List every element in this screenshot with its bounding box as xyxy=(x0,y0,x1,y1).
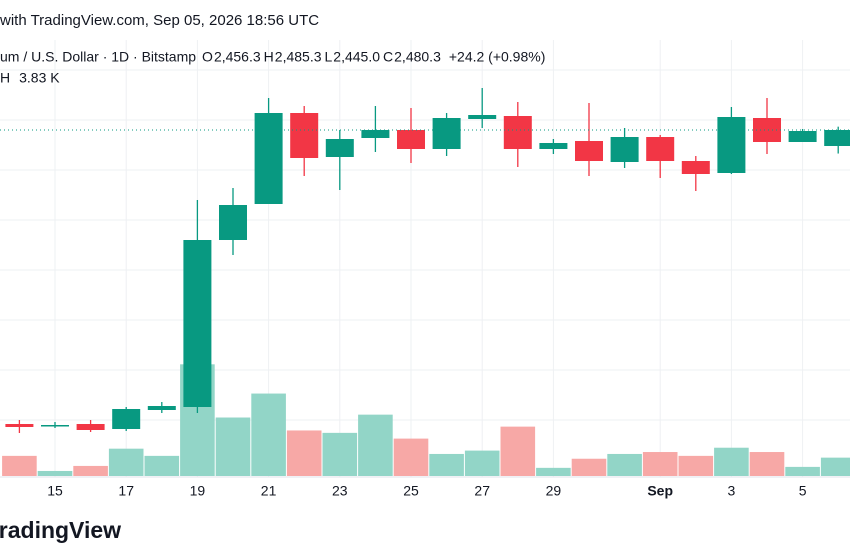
brand: TradingView xyxy=(0,517,121,543)
volume-bar xyxy=(678,455,714,476)
x-tick-label: 21 xyxy=(261,483,277,499)
volume-bar xyxy=(358,414,393,476)
volume-bar xyxy=(607,453,642,476)
volume-bar xyxy=(571,458,607,476)
candle-body xyxy=(432,118,461,149)
volume-bar xyxy=(464,450,500,476)
legend-text: 2,445.0 xyxy=(333,49,380,65)
legend: um / U.S. Dollar · 1D · Bitstamp O 2,456.3… xyxy=(0,49,545,86)
volume-bar xyxy=(785,466,820,476)
candle-body xyxy=(112,409,141,429)
volume-bar xyxy=(144,455,180,476)
volume-bar xyxy=(749,452,785,476)
x-tick-label: 27 xyxy=(474,483,490,499)
candle-body xyxy=(610,137,639,162)
candle-body xyxy=(183,240,212,407)
candle-body xyxy=(717,117,746,173)
volume-bar xyxy=(2,455,37,476)
candle-body xyxy=(397,130,425,149)
volume-bar xyxy=(108,448,144,476)
legend-text: C xyxy=(383,49,393,65)
legend-text: L xyxy=(325,49,333,65)
candle-layer xyxy=(0,88,850,433)
volume-bar xyxy=(500,426,536,476)
candle-body xyxy=(41,425,69,427)
volume-bar xyxy=(393,438,429,476)
candle-body xyxy=(788,131,817,142)
candle-body xyxy=(76,424,105,430)
candle-body xyxy=(539,143,568,149)
volume-bar xyxy=(820,457,850,476)
x-tick-label: 19 xyxy=(190,483,206,499)
volume-bar xyxy=(714,447,749,476)
candle-body xyxy=(575,141,603,161)
legend-text: 2,485.3 xyxy=(275,49,322,65)
volume-bar xyxy=(642,452,678,476)
x-axis: 15 17 19 21 23 25 27 29 Sep 3 5 xyxy=(47,483,806,499)
candle-body xyxy=(681,161,710,174)
x-tick-label: 25 xyxy=(403,483,419,499)
volume-bar xyxy=(322,432,358,476)
candle-body xyxy=(325,139,354,157)
candle-body xyxy=(290,113,319,158)
legend-text: +24.2 (+0.98%) xyxy=(449,49,546,65)
volume-bar xyxy=(73,465,108,476)
x-tick-label: 17 xyxy=(118,483,134,499)
x-tick-label: 15 xyxy=(47,483,63,499)
chart-title: with TradingView.com, Sep 05, 2026 18:56… xyxy=(0,12,319,29)
volume-bar xyxy=(37,470,73,476)
legend-text: 2,456.3 xyxy=(214,49,261,65)
legend-text: O xyxy=(202,49,213,65)
legend-text: 2,480.3 xyxy=(394,49,441,65)
candle-body xyxy=(361,130,390,138)
candle-body xyxy=(646,137,675,161)
candle-body xyxy=(468,115,497,119)
candle-body xyxy=(219,205,247,240)
x-tick-label: 29 xyxy=(546,483,562,499)
x-tick-label: 5 xyxy=(799,483,807,499)
candle-body xyxy=(254,113,283,204)
volume-legend: H xyxy=(0,70,10,86)
x-tick-label: 3 xyxy=(728,483,736,499)
x-tick-label: 23 xyxy=(332,483,348,499)
volume-legend-value: 3.83 K xyxy=(19,70,60,86)
volume-bar xyxy=(536,467,571,476)
legend-text: H xyxy=(264,49,274,65)
candle-body xyxy=(503,116,532,149)
candle-body xyxy=(5,424,34,427)
x-tick-label: Sep xyxy=(647,483,673,499)
volume-bar xyxy=(251,393,286,476)
volume-bar xyxy=(429,453,464,476)
legend-text: um / U.S. Dollar · 1D · Bitstamp xyxy=(0,49,196,65)
candle-body xyxy=(824,130,850,146)
volume-bar xyxy=(215,417,251,476)
volume-bar xyxy=(286,430,322,476)
candle-body xyxy=(147,406,176,410)
